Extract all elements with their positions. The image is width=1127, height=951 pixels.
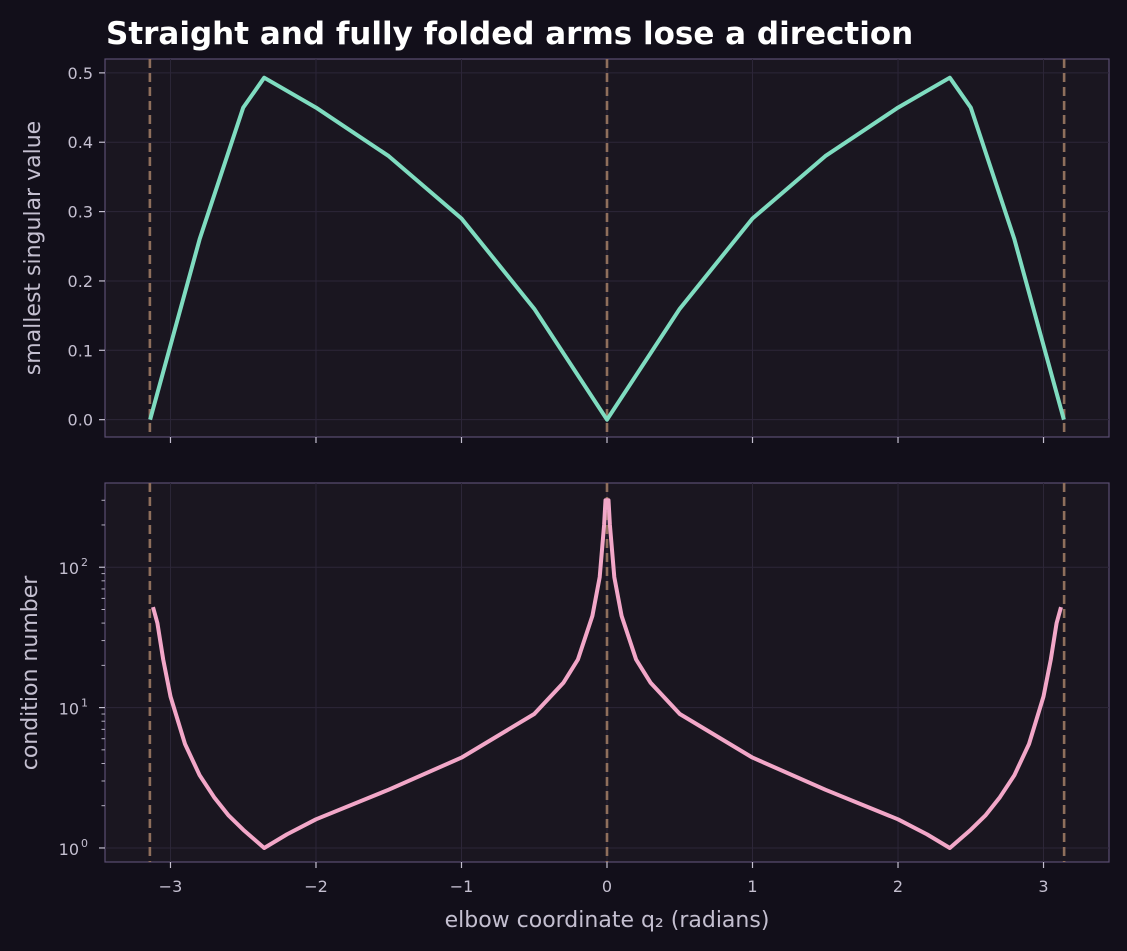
top-y-tick-label: 0.2 <box>68 272 93 291</box>
bottom-y-tick-label: 10 <box>59 559 79 578</box>
bottom-x-tick-label: 0 <box>602 877 612 896</box>
top-y-tick-label: 0.5 <box>68 64 93 83</box>
bottom-x-tick-label: 2 <box>893 877 903 896</box>
bottom-y-tick-exponent: 2 <box>81 556 88 569</box>
bottom-x-tick-label: −1 <box>450 877 474 896</box>
top-vlines <box>148 59 1066 437</box>
bottom-y-tick-exponent: 1 <box>81 697 88 710</box>
bottom-y-tick-label: 10 <box>59 840 79 859</box>
top-y-tick-label: 0.0 <box>68 411 93 430</box>
bottom-y-axis-label: condition number <box>18 575 43 771</box>
bottom-series-line <box>151 498 1063 850</box>
top-y-tick-label: 0.1 <box>68 341 93 360</box>
top-panel: 0.0 0.1 0.2 0.3 0.4 0.5 smallest singular val… <box>21 58 1110 443</box>
bottom-y-tick-label: 10 <box>59 700 79 719</box>
bottom-x-tick-label: −3 <box>159 877 183 896</box>
bottom-series <box>151 498 1063 850</box>
bottom-x-tick-label: −2 <box>304 877 328 896</box>
top-series-line <box>148 75 1066 422</box>
top-y-tick-label: 0.4 <box>68 133 93 152</box>
bottom-y-tick-exponent: 0 <box>81 837 88 850</box>
bottom-x-tick-label: 3 <box>1038 877 1048 896</box>
top-y-axis-label: smallest singular value <box>21 121 46 375</box>
top-series <box>148 75 1066 422</box>
top-y-tick-label: 0.3 <box>68 203 93 222</box>
bottom-vlines <box>148 483 1066 862</box>
chart-title: Straight and fully folded arms lose a di… <box>106 16 913 52</box>
x-axis-label: elbow coordinate q₂ (radians) <box>445 908 770 933</box>
bottom-x-tick-label: 1 <box>747 877 757 896</box>
top-ticks: 0.0 0.1 0.2 0.3 0.4 0.5 <box>68 64 1045 443</box>
